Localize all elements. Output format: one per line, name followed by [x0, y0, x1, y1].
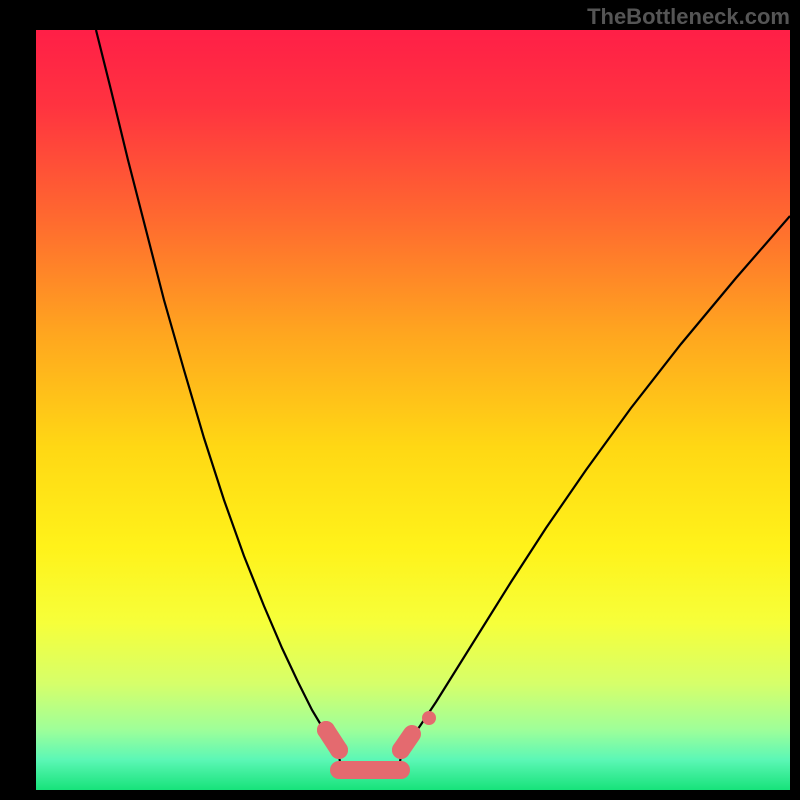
highlight-dot — [330, 741, 348, 759]
chart-frame: TheBottleneck.com — [0, 0, 800, 800]
highlight-dot — [317, 721, 335, 739]
curve-left-branch — [96, 30, 339, 750]
highlight-dot — [385, 761, 403, 779]
highlight-dot — [392, 741, 410, 759]
highlight-dot — [422, 711, 436, 725]
watermark-text: TheBottleneck.com — [587, 4, 790, 30]
curve-layer — [36, 30, 790, 790]
plot-area — [36, 30, 790, 790]
highlight-dot — [337, 761, 355, 779]
highlight-strip — [317, 711, 436, 779]
curve-right-branch — [401, 216, 790, 750]
